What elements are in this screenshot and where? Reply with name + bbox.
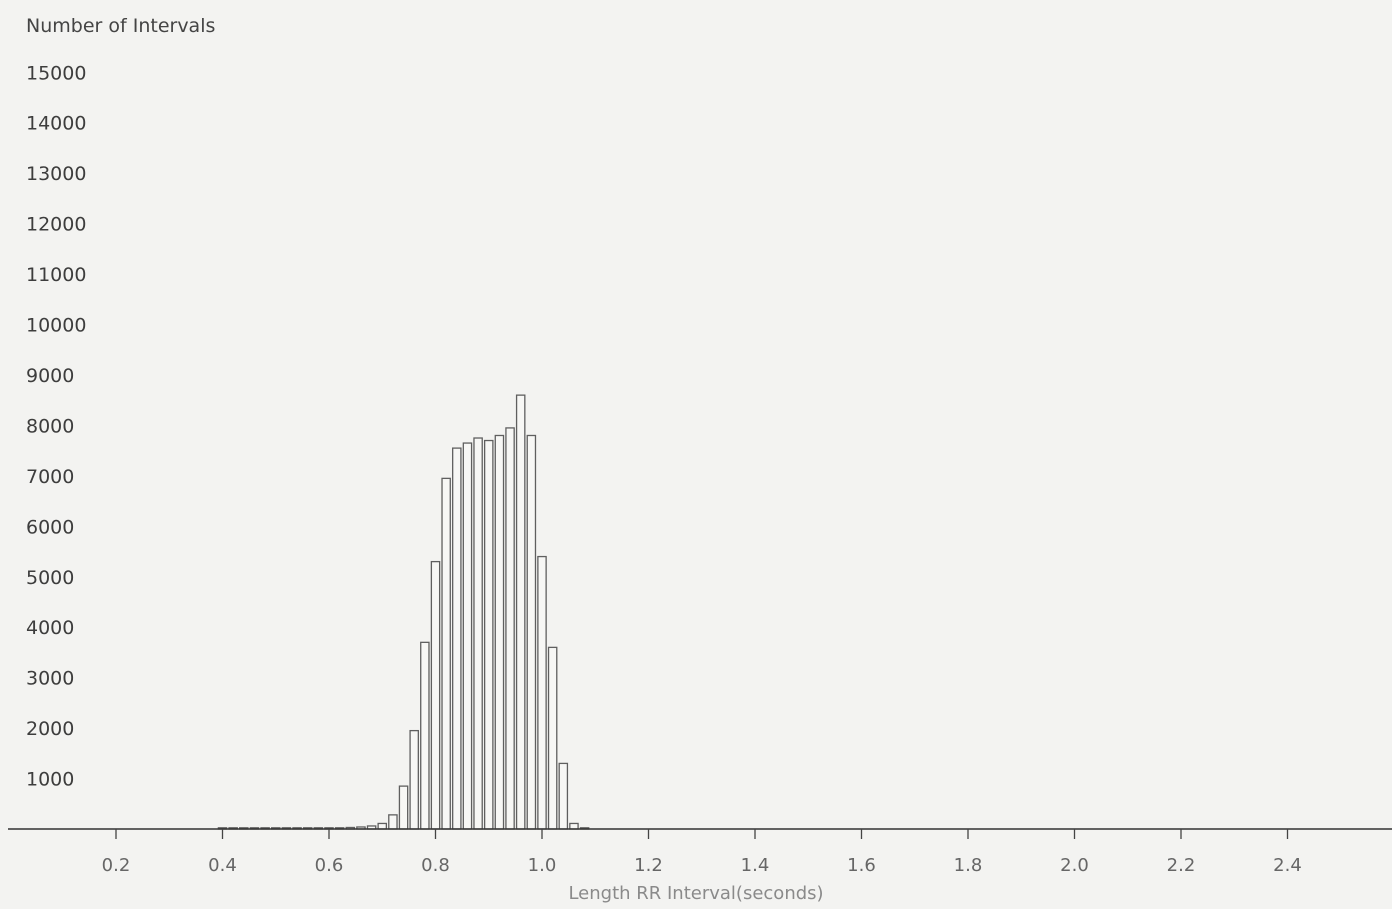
histogram-bar	[452, 447, 462, 830]
y-tick-label: 2000	[26, 718, 74, 740]
histogram-bars	[217, 394, 590, 830]
y-tick-label: 1000	[26, 769, 74, 791]
y-tick-label: 14000	[26, 113, 86, 135]
x-tick-label: 2.4	[1273, 855, 1302, 876]
histogram-bar	[547, 646, 558, 830]
histogram-bar	[388, 814, 398, 830]
y-tick-label: 5000	[26, 567, 74, 589]
y-tick-label: 6000	[26, 516, 74, 538]
y-tick-label: 11000	[26, 264, 86, 286]
y-tick-label: 7000	[26, 466, 74, 488]
histogram-bar	[558, 762, 569, 830]
histogram-bar	[409, 729, 419, 830]
x-tick-label: 1.4	[741, 855, 770, 876]
x-tick-label: 0.8	[421, 855, 450, 876]
histogram-bar	[377, 822, 388, 830]
histogram-bar	[526, 434, 537, 830]
y-tick-label: 3000	[26, 668, 74, 690]
x-tick-label: 0.4	[208, 855, 237, 876]
histogram-bar	[569, 822, 579, 830]
histogram-bar	[420, 641, 430, 830]
x-axis-title: Length RR Interval(seconds)	[568, 883, 823, 904]
y-tick-label: 15000	[26, 62, 86, 84]
x-axis-ticks: 0.2 0.4 0.6 0.8 1.0 1.2 1.4 1.6 1.8 2.0 2.2 2.4	[102, 829, 1302, 876]
y-tick-label: 12000	[26, 214, 86, 236]
y-tick-label: 9000	[26, 365, 74, 387]
histogram-bar	[430, 560, 441, 830]
y-tick-label: 13000	[26, 163, 86, 185]
histogram-bar	[515, 394, 526, 830]
histogram-bar	[398, 785, 409, 830]
histogram-bar	[537, 555, 547, 830]
y-tick-label: 4000	[26, 617, 74, 639]
x-tick-label: 1.2	[634, 855, 663, 876]
x-tick-label: 0.2	[102, 855, 131, 876]
histogram-bar	[483, 439, 494, 830]
x-tick-label: 1.0	[528, 855, 557, 876]
histogram-bar	[441, 477, 451, 830]
histogram-bar	[473, 437, 483, 830]
histogram-bar	[494, 434, 505, 830]
x-tick-label: 1.6	[847, 855, 876, 876]
y-axis-title: Number of Intervals	[26, 15, 215, 37]
x-tick-label: 1.8	[954, 855, 983, 876]
y-axis-ticks: 1000 2000 3000 4000 5000 6000 7000 8000 9000 1000…	[26, 62, 86, 790]
x-tick-label: 2.2	[1167, 855, 1196, 876]
y-tick-label: 10000	[26, 315, 86, 337]
x-tick-label: 0.6	[315, 855, 344, 876]
histogram-bar	[505, 427, 515, 830]
y-tick-label: 8000	[26, 415, 74, 437]
x-tick-label: 2.0	[1060, 855, 1089, 876]
histogram-bar	[462, 442, 473, 830]
